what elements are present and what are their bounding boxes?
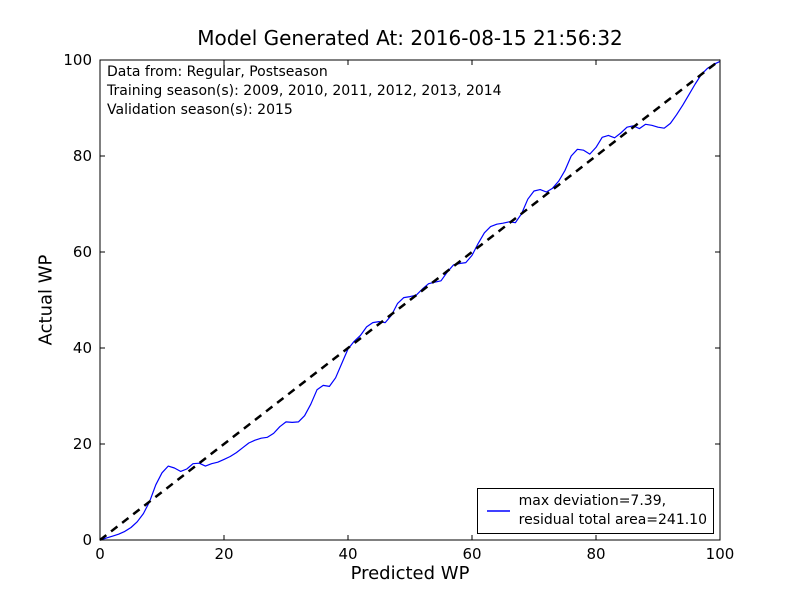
x-axis-label: Predicted WP (350, 563, 470, 584)
legend-label-line1: max deviation=7.39, (518, 493, 667, 509)
legend-label-line2: residual total area=241.10 (518, 512, 707, 528)
legend-labels: max deviation=7.39, residual total area=… (519, 492, 707, 530)
annotation-validation-seasons: Validation season(s): 2015 (107, 102, 293, 118)
y-tick-label-60: 60 (72, 243, 92, 261)
validation-calibration-curve (99, 60, 721, 541)
chart-title: Model Generated At: 2016-08-15 21:56:32 (197, 26, 623, 50)
y-tick-label-40: 40 (72, 339, 92, 357)
annotation-training-seasons: Training season(s): 2009, 2010, 2011, 20… (107, 83, 502, 99)
x-tick-label-80: 80 (586, 545, 606, 563)
y-tick-label-100: 100 (63, 51, 92, 69)
x-tick-label-40: 40 (338, 545, 358, 563)
legend-box: max deviation=7.39, residual total area=… (477, 488, 714, 534)
reference-diagonal (99, 59, 721, 541)
legend-line-sample (487, 510, 510, 512)
y-tick-label-80: 80 (72, 147, 92, 165)
y-tick-label-20: 20 (72, 435, 92, 453)
x-tick-label-100: 100 (705, 545, 735, 563)
annotation-block: Data from: Regular, Postseason Training … (107, 63, 502, 120)
y-tick-label-0: 0 (82, 531, 92, 549)
annotation-data-from: Data from: Regular, Postseason (107, 64, 328, 80)
axes-frame (99, 59, 721, 541)
x-tick-label-0: 0 (95, 545, 105, 563)
x-tick-label-20: 20 (214, 545, 234, 563)
x-tick-label-60: 60 (462, 545, 482, 563)
y-axis-label: Actual WP (35, 254, 57, 346)
